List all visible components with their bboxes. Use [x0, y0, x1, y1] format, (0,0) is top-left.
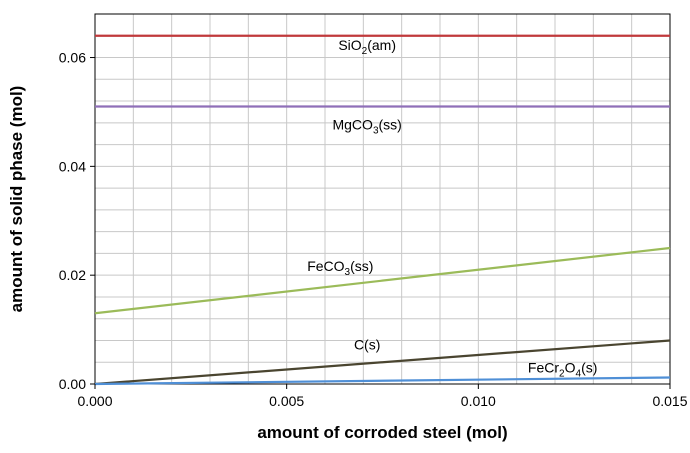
- x-tick-label: 0.000: [77, 393, 112, 409]
- x-axis-title: amount of corroded steel (mol): [257, 423, 507, 442]
- series-label-fecr2o4: FeCr2O4(s): [528, 360, 597, 380]
- series-labels: SiO2(am) MgCO3(ss) FeCO3(ss) C(s) FeCr2O4(s): [307, 37, 597, 380]
- x-tick-label: 0.015: [652, 393, 687, 409]
- series-label-feco3: FeCO3(ss): [307, 258, 373, 278]
- series-label-sio2: SiO2(am): [338, 37, 396, 57]
- series-label-mgco3: MgCO3(ss): [332, 116, 401, 136]
- series-label-c: C(s): [354, 337, 380, 353]
- y-tick-label: 0.00: [59, 376, 86, 392]
- series-line-c: [94, 339, 671, 386]
- series-lines: [94, 34, 671, 386]
- plot-area-frame: [94, 13, 671, 385]
- y-tick-label: 0.06: [59, 50, 86, 66]
- series-line-feco3: [94, 246, 671, 315]
- y-tick-label: 0.02: [59, 267, 86, 283]
- x-tick-label: 0.010: [461, 393, 496, 409]
- y-axis-title: amount of solid phase (mol): [7, 86, 26, 313]
- x-tick-label: 0.005: [269, 393, 304, 409]
- grid: [95, 14, 670, 384]
- x-axis-ticks: 0.000 0.005 0.010 0.015: [77, 384, 688, 409]
- y-axis-ticks: 0.00 0.02 0.04 0.06: [59, 50, 95, 392]
- series-line-fecr2o4: [94, 376, 671, 386]
- y-tick-label: 0.04: [59, 158, 86, 174]
